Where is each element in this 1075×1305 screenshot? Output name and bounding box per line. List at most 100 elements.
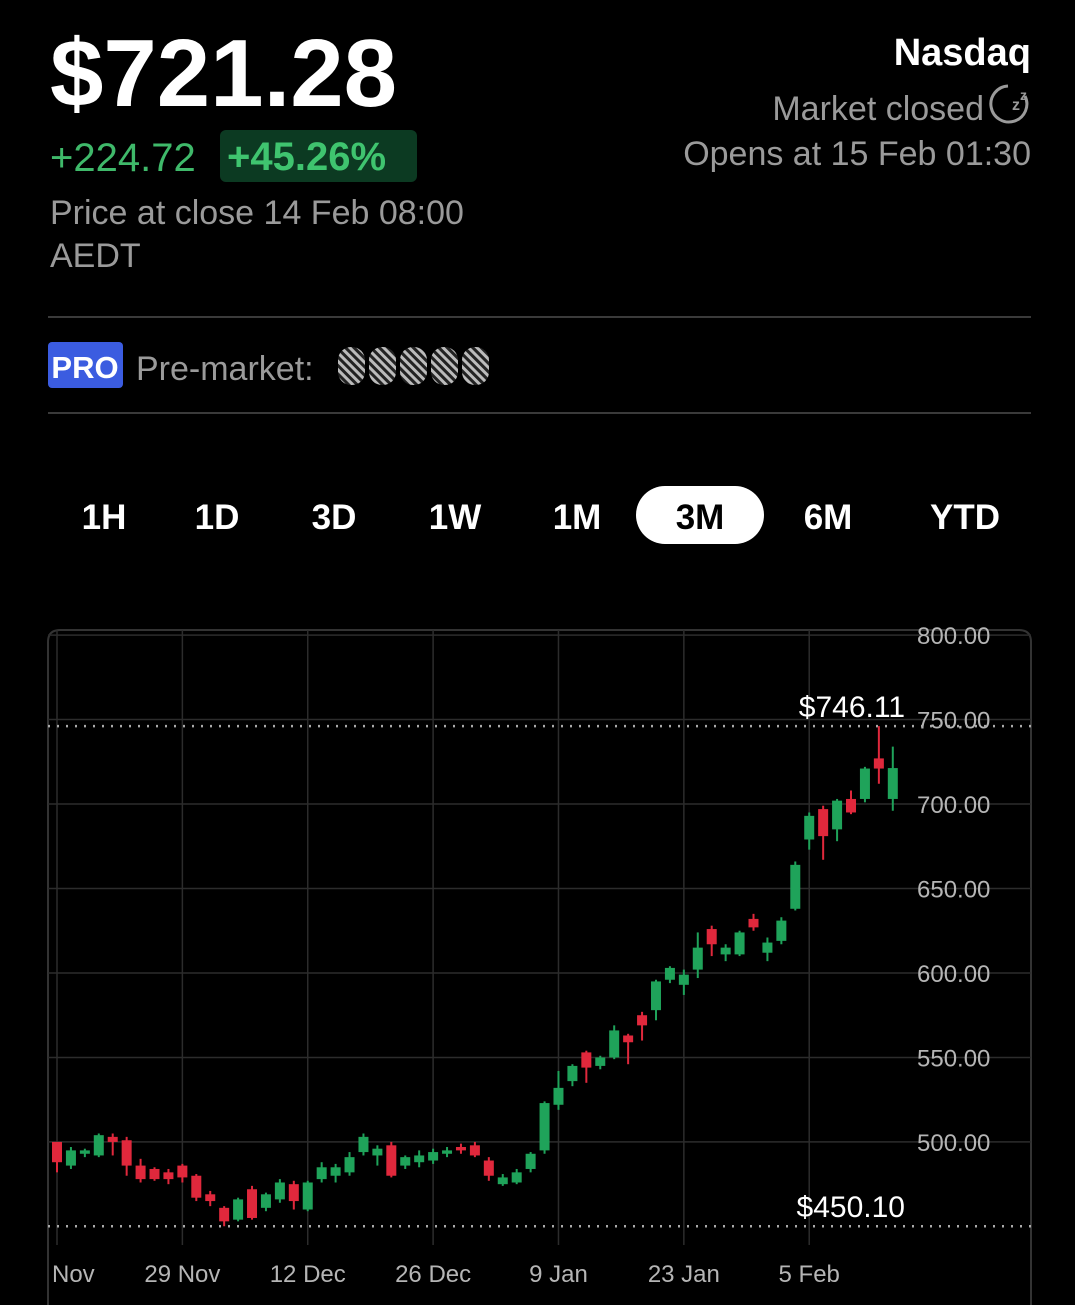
candle-body bbox=[846, 798, 857, 813]
price-marker-label: $450.10 bbox=[797, 1191, 905, 1224]
candle-body bbox=[93, 1135, 104, 1156]
candle-body bbox=[832, 800, 843, 830]
candle-body bbox=[748, 918, 759, 928]
candle-body bbox=[205, 1194, 216, 1202]
candle-body bbox=[135, 1165, 146, 1180]
market-status: Market closed bbox=[772, 90, 984, 128]
candle-body bbox=[358, 1136, 369, 1153]
candle-body bbox=[344, 1157, 355, 1173]
candle-body bbox=[247, 1189, 258, 1218]
svg-text:z: z bbox=[1020, 87, 1027, 103]
candle-body bbox=[539, 1103, 550, 1151]
candle-body bbox=[790, 864, 801, 909]
candle-body bbox=[581, 1052, 592, 1068]
chart-frame bbox=[47, 629, 1032, 1305]
candle-body bbox=[121, 1140, 132, 1166]
timeframe-tab[interactable]: 1D bbox=[195, 498, 240, 537]
candle-body bbox=[455, 1147, 466, 1151]
candle-body bbox=[442, 1150, 453, 1154]
candle-body bbox=[567, 1065, 578, 1082]
candle-body bbox=[52, 1141, 62, 1163]
candle-body bbox=[650, 981, 661, 1011]
candle-body bbox=[372, 1148, 383, 1156]
y-tick-label: 600.00 bbox=[917, 961, 990, 988]
hidden-value bbox=[338, 347, 489, 385]
candle-body bbox=[428, 1152, 439, 1161]
x-tick-label: 12 Dec bbox=[270, 1261, 346, 1288]
selected-tab[interactable] bbox=[636, 486, 764, 544]
pro-label: PRO bbox=[51, 350, 118, 385]
candle-body bbox=[274, 1182, 285, 1200]
x-tick-label: 29 Nov bbox=[144, 1261, 220, 1288]
candle-body bbox=[525, 1153, 536, 1169]
candle-body bbox=[79, 1150, 90, 1154]
price-marker-label: $746.11 bbox=[799, 691, 905, 724]
pro-badge bbox=[48, 342, 123, 388]
candle-body bbox=[316, 1167, 327, 1180]
candle-body bbox=[706, 929, 717, 945]
candle-body bbox=[330, 1167, 341, 1176]
candle-body bbox=[483, 1160, 494, 1176]
candle-body bbox=[386, 1145, 397, 1176]
y-tick-label: 550.00 bbox=[917, 1045, 990, 1072]
timeframe-tab[interactable]: YTD bbox=[930, 498, 1000, 537]
timeframe-tab[interactable]: 3M bbox=[676, 498, 725, 537]
timeframe-tab[interactable]: 1H bbox=[82, 498, 127, 537]
price-change: +224.72 bbox=[50, 136, 196, 180]
y-tick-label: 500.00 bbox=[917, 1130, 990, 1157]
opens-info: Opens at 15 Feb 01:30 bbox=[683, 135, 1031, 173]
svg-text:z: z bbox=[1012, 97, 1020, 114]
candle-body bbox=[260, 1194, 271, 1208]
price: $721.28 bbox=[50, 20, 397, 127]
candle-body bbox=[233, 1199, 244, 1220]
percent-change: +45.26% bbox=[227, 135, 386, 179]
candle-body bbox=[149, 1168, 160, 1180]
candle-body bbox=[107, 1136, 118, 1142]
candle-body bbox=[887, 768, 898, 799]
candle-body bbox=[637, 1015, 648, 1026]
candle-body bbox=[859, 768, 870, 799]
x-tick-label: Nov bbox=[52, 1261, 95, 1288]
candle-body bbox=[414, 1155, 425, 1163]
sleep-icon: z z bbox=[989, 84, 1029, 124]
candle-body bbox=[818, 809, 829, 837]
candle-body bbox=[65, 1150, 76, 1166]
timeframe-tab[interactable]: 1M bbox=[553, 498, 602, 537]
candle-body bbox=[511, 1172, 522, 1183]
timeframe-tab[interactable]: 3D bbox=[312, 498, 357, 537]
candle-body bbox=[191, 1175, 202, 1198]
timeframe-tab[interactable]: 6M bbox=[804, 498, 853, 537]
candle-body bbox=[288, 1184, 299, 1202]
x-tick-label: 5 Feb bbox=[779, 1261, 840, 1288]
candle-body bbox=[776, 920, 787, 941]
timeframe-tab[interactable]: 1W bbox=[429, 498, 482, 537]
candle-body bbox=[678, 974, 689, 985]
y-tick-label: 800.00 bbox=[917, 623, 990, 650]
candle-body bbox=[762, 942, 773, 953]
candle-body bbox=[553, 1087, 564, 1105]
candle-body bbox=[720, 947, 731, 955]
candle-body bbox=[163, 1172, 174, 1180]
candle-body bbox=[804, 815, 815, 840]
candle-body bbox=[623, 1035, 634, 1043]
candle-body bbox=[734, 932, 745, 955]
candle-body bbox=[692, 947, 703, 970]
exchange: Nasdaq bbox=[894, 32, 1031, 74]
y-tick-label: 700.00 bbox=[917, 792, 990, 819]
x-tick-label: 23 Jan bbox=[648, 1261, 720, 1288]
candle-body bbox=[595, 1057, 606, 1066]
premarket-label: Pre-market: bbox=[136, 350, 314, 388]
candle-body bbox=[873, 758, 884, 769]
candle-body bbox=[400, 1157, 411, 1166]
candle-body bbox=[177, 1165, 188, 1178]
candle-body bbox=[664, 967, 675, 980]
x-tick-label: 9 Jan bbox=[529, 1261, 588, 1288]
candle-body bbox=[469, 1145, 480, 1156]
candle-body bbox=[302, 1182, 313, 1210]
candle-body bbox=[609, 1030, 620, 1058]
close-info: Price at close 14 Feb 08:00 AEDT bbox=[50, 194, 464, 275]
candle-body bbox=[219, 1207, 230, 1222]
y-tick-label: 650.00 bbox=[917, 877, 990, 904]
